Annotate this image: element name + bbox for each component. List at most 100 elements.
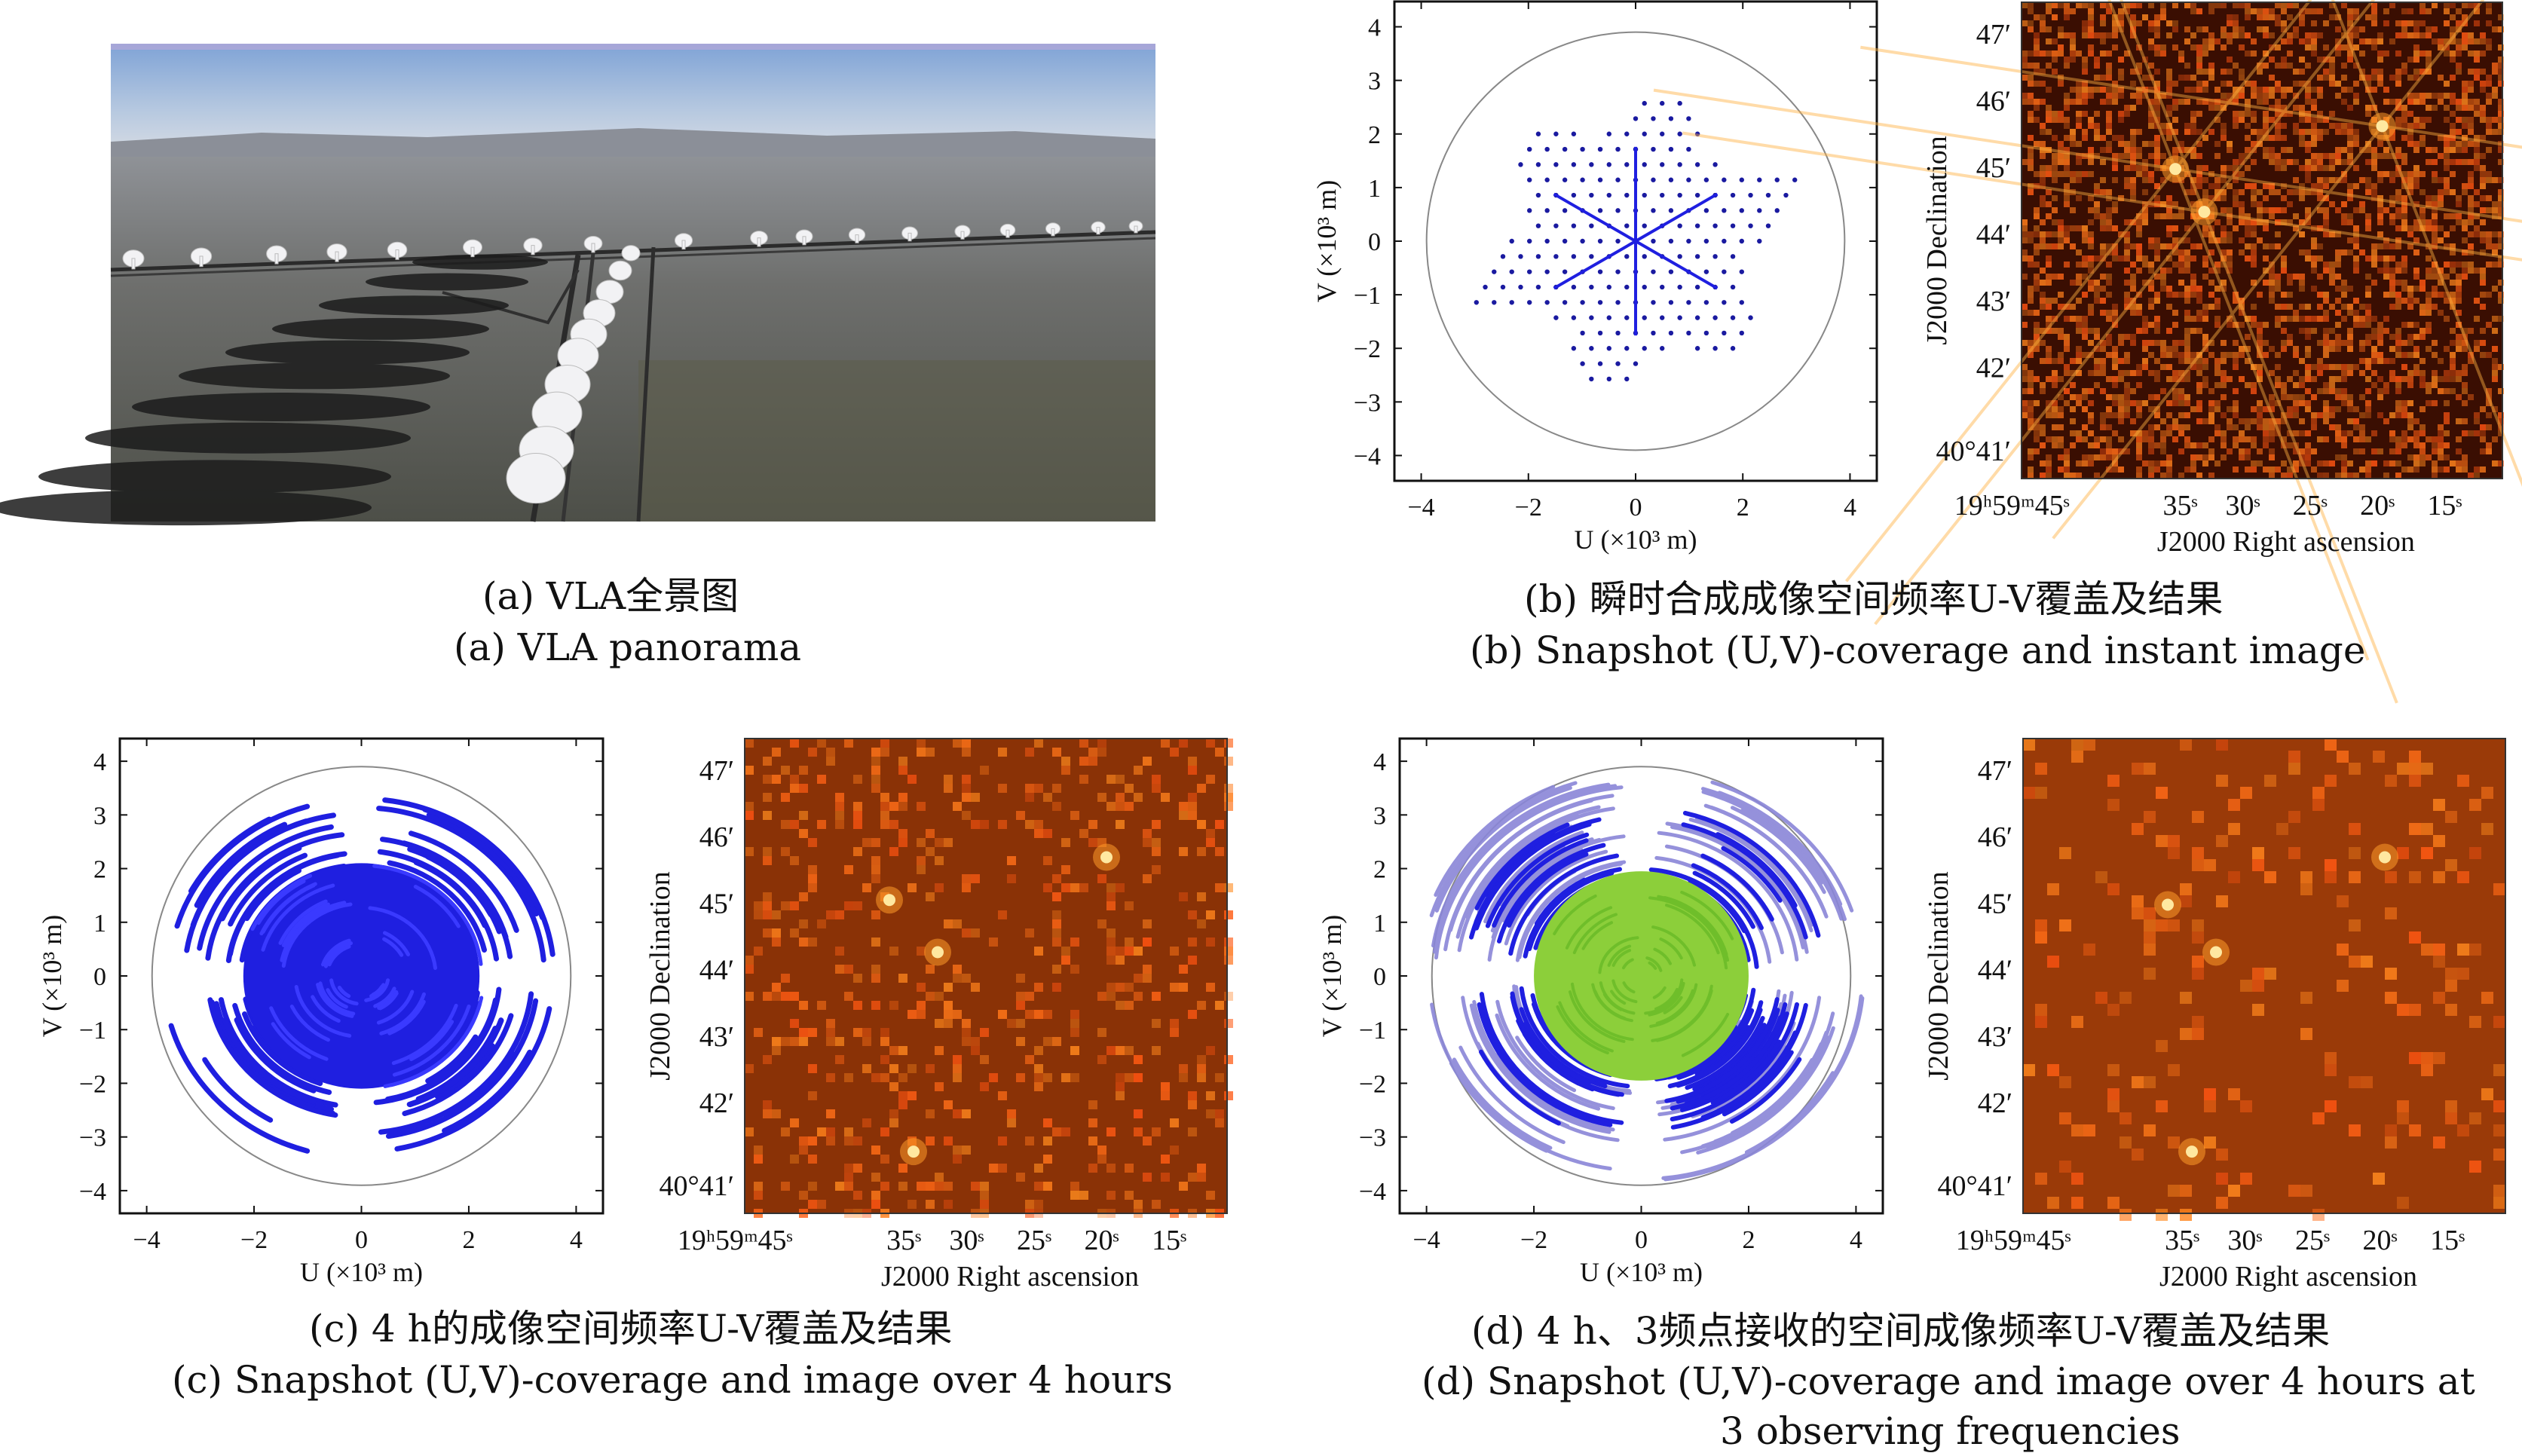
antenna-shadow xyxy=(412,254,548,270)
sky-noise-pixel xyxy=(2413,418,2419,424)
sky-noise-pixel xyxy=(2112,20,2118,26)
uv-track-arc xyxy=(1479,992,1624,1125)
sky-noise-pixel xyxy=(2371,255,2377,262)
sky-noise-pixel xyxy=(2269,159,2275,165)
sky-noise-pixel xyxy=(2028,448,2034,454)
sky-noise-pixel xyxy=(826,757,835,766)
uv-track-arc xyxy=(391,1003,458,1066)
sky-noise-pixel xyxy=(2480,328,2486,334)
sky-noise-pixel xyxy=(1116,983,1125,992)
sky-noise-pixel xyxy=(2112,358,2118,364)
sky-noise-pixel xyxy=(2064,159,2070,165)
sky-noise-pixel xyxy=(2474,50,2480,57)
sky-noise-pixel xyxy=(2239,189,2245,195)
sky-noise-pixel xyxy=(2486,171,2492,177)
sky-noise-pixel xyxy=(2329,69,2335,75)
uv-point xyxy=(1748,192,1753,198)
sky-noise-pixel xyxy=(962,775,971,784)
sky-noise-pixel xyxy=(2498,44,2504,50)
sky-noise-pixel xyxy=(1197,892,1206,901)
sky-noise-pixel xyxy=(2263,322,2269,328)
uv-point xyxy=(1730,192,1736,198)
uv-point xyxy=(1624,315,1630,320)
dec-tick-label: 40°41′ xyxy=(1937,1170,2012,1202)
sky-noise-pixel xyxy=(2329,177,2335,183)
sky-noise-pixel xyxy=(2269,292,2275,298)
sky-noise-pixel xyxy=(2401,8,2407,14)
sky-noise-pixel xyxy=(2365,14,2371,20)
sky-noise-pixel xyxy=(2112,460,2118,466)
sky-noise-pixel xyxy=(2444,141,2450,147)
sky-noise-pixel xyxy=(1206,829,1215,838)
sky-noise-pixel xyxy=(2353,141,2359,147)
sky-noise-pixel xyxy=(2094,153,2100,159)
sky-noise-pixel xyxy=(2468,358,2474,364)
sky-noise-pixel xyxy=(2168,1185,2180,1197)
sky-noise-pixel xyxy=(2082,316,2088,322)
sky-noise-pixel xyxy=(2456,129,2462,135)
sky-noise-pixel xyxy=(2395,213,2401,219)
sky-noise-pixel xyxy=(2064,99,2070,105)
sky-noise-pixel xyxy=(2227,352,2233,358)
sky-noise-pixel xyxy=(2432,105,2438,111)
sky-noise-pixel xyxy=(2208,448,2214,454)
sky-noise-pixel xyxy=(2281,123,2287,129)
y-tick-label: 0 xyxy=(93,963,106,991)
sky-noise-pixel xyxy=(2401,225,2407,231)
uv-track-arc xyxy=(1670,1002,1799,1121)
sky-noise-pixel xyxy=(2341,32,2347,38)
sky-noise-pixel xyxy=(862,1037,871,1046)
sky-noise-pixel xyxy=(2202,418,2208,424)
ra-axis-label: J2000 Right ascension xyxy=(2159,1261,2417,1292)
sky-noise-pixel xyxy=(2245,219,2251,225)
sky-noise-pixel xyxy=(2154,20,2160,26)
sky-noise-pixel xyxy=(2040,340,2046,346)
uv-point xyxy=(1677,162,1682,167)
sky-noise-pixel xyxy=(2156,1040,2168,1052)
sky-noise-pixel xyxy=(2118,153,2124,159)
sky-noise-pixel xyxy=(880,802,889,811)
sky-noise-pixel xyxy=(989,1164,998,1173)
sky-noise-pixel xyxy=(2468,99,2474,105)
sky-noise-pixel xyxy=(898,793,907,802)
sky-noise-pixel xyxy=(2335,231,2341,237)
sky-noise-pixel xyxy=(1034,1182,1043,1191)
sky-noise-pixel xyxy=(2480,165,2486,171)
sky-noise-pixel xyxy=(1016,1073,1025,1082)
sky-noise-pixel xyxy=(2124,334,2130,340)
uv-track-arc xyxy=(1565,906,1613,950)
sky-noise-pixel xyxy=(2323,340,2329,346)
antenna-shadow xyxy=(225,340,470,365)
uv-track-arc xyxy=(1479,1049,1561,1126)
sky-noise-pixel xyxy=(2401,171,2407,177)
uv-point xyxy=(1668,177,1674,182)
sky-noise-pixel xyxy=(2239,117,2245,123)
sky-noise-pixel xyxy=(2058,454,2064,460)
sky-noise-pixel xyxy=(2349,956,2361,968)
sky-noise-pixel xyxy=(2136,171,2142,177)
uv-track-arc xyxy=(1717,791,1843,907)
sky-noise-pixel xyxy=(2300,1185,2312,1197)
sky-noise-pixel xyxy=(871,856,880,865)
sky-noise-pixel xyxy=(2293,394,2299,400)
uv-point xyxy=(1668,300,1674,305)
sky-noise-pixel xyxy=(2474,105,2480,111)
sky-noise-pixel xyxy=(2456,376,2462,382)
sky-noise-pixel xyxy=(2251,382,2257,388)
sky-noise-pixel xyxy=(2419,213,2426,219)
sky-noise-pixel xyxy=(1025,748,1034,757)
sky-noise-pixel xyxy=(2281,105,2287,111)
sky-noise-pixel xyxy=(1116,1073,1125,1082)
sky-noise-pixel xyxy=(2202,225,2208,231)
sky-noise-pixel xyxy=(2076,99,2082,105)
sky-noise-pixel xyxy=(2130,81,2136,87)
sky-noise-pixel xyxy=(2160,14,2166,20)
sky-noise-pixel xyxy=(2058,75,2064,81)
sky-noise-pixel xyxy=(2450,328,2456,334)
sky-noise-pixel xyxy=(2317,358,2323,364)
uv-point xyxy=(1774,208,1780,213)
sky-noise-pixel xyxy=(2365,274,2371,280)
sky-noise-pixel xyxy=(2450,50,2456,57)
sky-noise-pixel xyxy=(2349,763,2361,775)
sky-noise-pixel xyxy=(2227,32,2233,38)
